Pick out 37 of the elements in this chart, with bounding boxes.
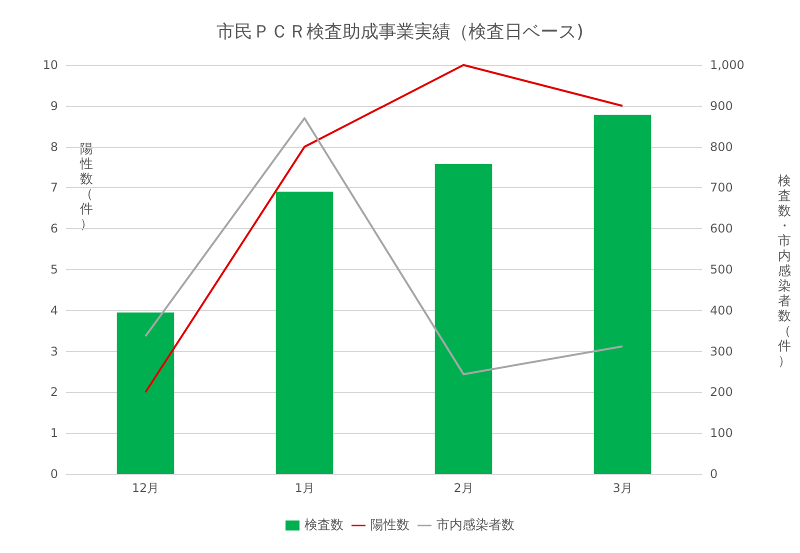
y2-tick-label: 600 <box>710 222 733 236</box>
y2-tick-label: 200 <box>710 385 733 400</box>
y2-tick-label: 500 <box>710 262 733 276</box>
y2-tick-label: 1,000 <box>710 58 744 72</box>
y-tick-label: 1 <box>50 426 58 440</box>
line-series <box>144 117 624 376</box>
bar <box>434 164 492 474</box>
y2-tick-label: 700 <box>710 180 733 195</box>
y-tick-label: 7 <box>50 180 58 195</box>
y-tick-label: 8 <box>50 140 58 154</box>
line-series <box>144 64 624 394</box>
y-tick-label: 3 <box>50 344 58 358</box>
y-tick-label: 9 <box>50 98 58 113</box>
x-tick-label: 3月 <box>612 481 632 495</box>
chart-title: 市民ＰＣＲ検査助成事業実績（検査日ベース) <box>216 22 584 42</box>
legend-label: 市内感染者数 <box>436 518 514 533</box>
x-tick-label: 2月 <box>454 481 474 495</box>
x-tick-label: 12月 <box>132 481 160 495</box>
y-tick-label: 4 <box>50 303 58 318</box>
y2-tick-label: 100 <box>710 426 733 440</box>
bar <box>276 192 334 474</box>
y2-tick-label: 0 <box>710 467 718 481</box>
legend-label: 検査数 <box>304 518 344 533</box>
y2-tick-label: 800 <box>710 140 733 154</box>
y-tick-label: 5 <box>50 262 58 276</box>
bar <box>116 312 174 474</box>
bar <box>594 114 652 474</box>
y2-tick-label: 900 <box>710 98 733 113</box>
y-tick-label: 0 <box>50 467 58 481</box>
y2-tick-label: 300 <box>710 344 733 358</box>
y2-tick-label: 400 <box>710 303 733 318</box>
legend-label: 陽性数 <box>370 518 410 533</box>
text: 検査数・市内感染者数（件） <box>778 173 791 368</box>
y-tick-label: 2 <box>50 385 58 400</box>
y-tick-label: 6 <box>50 222 58 236</box>
x-tick-label: 1月 <box>294 481 314 495</box>
y-tick-label: 10 <box>42 58 58 72</box>
